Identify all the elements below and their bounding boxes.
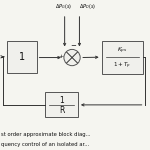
Text: −: −	[70, 43, 76, 49]
Text: +: +	[58, 54, 63, 59]
Bar	[102, 40, 143, 74]
Text: st order approximate block diag...: st order approximate block diag...	[1, 132, 91, 137]
Text: $K_{ps}$: $K_{ps}$	[117, 45, 128, 56]
Bar	[7, 40, 37, 73]
Text: R: R	[59, 106, 64, 115]
Text: $\Delta P_D(s)$: $\Delta P_D(s)$	[79, 2, 96, 11]
Text: $\Delta P_G(s)$: $\Delta P_G(s)$	[55, 2, 73, 11]
Text: $1+T_p$: $1+T_p$	[113, 60, 131, 71]
Text: quency control of an isolated ar...: quency control of an isolated ar...	[1, 142, 89, 147]
Text: 1: 1	[59, 96, 64, 105]
Circle shape	[64, 49, 80, 66]
Bar	[45, 92, 78, 117]
Text: 1: 1	[19, 52, 25, 62]
